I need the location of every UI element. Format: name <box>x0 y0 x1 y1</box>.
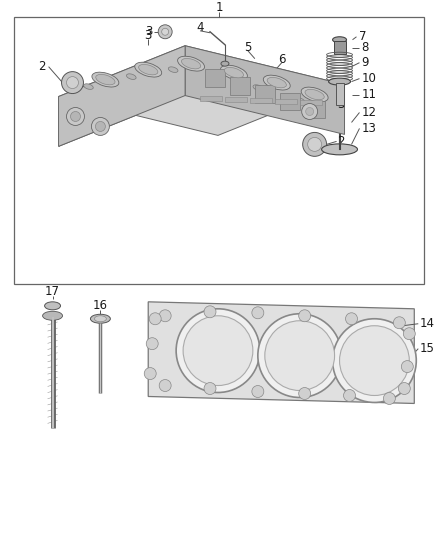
Bar <box>230 77 250 94</box>
Polygon shape <box>148 302 414 403</box>
Circle shape <box>307 138 321 151</box>
Circle shape <box>183 316 253 385</box>
Bar <box>255 85 275 102</box>
Text: 10: 10 <box>361 72 376 85</box>
Ellipse shape <box>90 314 110 323</box>
Ellipse shape <box>263 75 290 90</box>
Ellipse shape <box>42 311 63 320</box>
Ellipse shape <box>168 67 178 72</box>
Circle shape <box>383 392 396 405</box>
Ellipse shape <box>135 62 162 77</box>
Ellipse shape <box>328 78 350 85</box>
Text: 9: 9 <box>361 56 369 69</box>
Ellipse shape <box>96 75 115 85</box>
Text: 2: 2 <box>338 135 345 148</box>
Text: 14: 14 <box>419 317 434 330</box>
Ellipse shape <box>220 65 247 80</box>
Circle shape <box>159 379 171 392</box>
Bar <box>275 99 297 103</box>
Ellipse shape <box>84 84 93 90</box>
Ellipse shape <box>224 68 244 78</box>
Text: 6: 6 <box>278 53 286 66</box>
Circle shape <box>146 338 158 350</box>
Text: 4: 4 <box>196 21 204 34</box>
Circle shape <box>339 326 409 395</box>
Circle shape <box>204 383 216 394</box>
Ellipse shape <box>92 72 119 87</box>
Circle shape <box>67 77 78 88</box>
Circle shape <box>61 71 84 94</box>
Ellipse shape <box>305 90 324 100</box>
Ellipse shape <box>267 77 286 88</box>
Text: 3: 3 <box>145 25 152 38</box>
Circle shape <box>92 117 110 135</box>
Circle shape <box>299 310 311 322</box>
Circle shape <box>303 132 327 156</box>
Bar <box>334 41 346 54</box>
Ellipse shape <box>221 61 229 66</box>
Bar <box>336 83 343 104</box>
Circle shape <box>332 319 416 402</box>
Bar <box>14 17 424 284</box>
Circle shape <box>299 387 311 399</box>
Polygon shape <box>185 46 345 134</box>
Text: 13: 13 <box>361 122 376 135</box>
Circle shape <box>258 314 342 398</box>
Text: 3: 3 <box>338 98 345 111</box>
Circle shape <box>343 390 356 401</box>
Circle shape <box>403 328 415 340</box>
Text: 15: 15 <box>419 342 434 355</box>
Ellipse shape <box>321 144 357 155</box>
Circle shape <box>149 313 161 325</box>
Polygon shape <box>59 46 345 135</box>
Bar <box>250 98 272 102</box>
Text: 17: 17 <box>45 285 60 298</box>
Ellipse shape <box>253 85 263 91</box>
Text: 1: 1 <box>215 2 223 14</box>
Circle shape <box>401 361 413 373</box>
Circle shape <box>176 309 260 392</box>
Ellipse shape <box>181 59 201 69</box>
Bar <box>205 69 225 86</box>
Text: 16: 16 <box>93 300 108 312</box>
Circle shape <box>252 385 264 398</box>
Bar <box>305 101 325 118</box>
Bar <box>225 96 247 101</box>
Polygon shape <box>59 46 185 147</box>
Circle shape <box>162 28 169 35</box>
Circle shape <box>67 108 85 125</box>
Circle shape <box>346 313 357 325</box>
Text: 3: 3 <box>145 29 152 42</box>
Circle shape <box>265 321 335 391</box>
Text: 8: 8 <box>361 41 369 54</box>
Bar <box>300 100 321 104</box>
Ellipse shape <box>177 56 205 71</box>
Circle shape <box>393 317 405 329</box>
Bar <box>200 95 222 101</box>
Text: 2: 2 <box>39 60 46 73</box>
Ellipse shape <box>295 98 304 103</box>
Text: 11: 11 <box>361 88 377 101</box>
Circle shape <box>252 307 264 319</box>
Circle shape <box>159 310 171 322</box>
Ellipse shape <box>138 64 158 75</box>
Ellipse shape <box>211 75 221 80</box>
Ellipse shape <box>301 87 328 102</box>
Circle shape <box>306 108 314 116</box>
Bar <box>280 93 300 110</box>
Text: 12: 12 <box>361 106 377 119</box>
Text: 7: 7 <box>360 30 367 43</box>
Text: 5: 5 <box>244 41 251 54</box>
Circle shape <box>71 111 81 122</box>
Ellipse shape <box>95 316 106 322</box>
Ellipse shape <box>127 74 136 79</box>
Circle shape <box>302 103 318 119</box>
Ellipse shape <box>332 37 346 43</box>
Circle shape <box>144 368 156 379</box>
Circle shape <box>398 383 410 394</box>
Circle shape <box>158 25 172 39</box>
Circle shape <box>204 306 216 318</box>
Circle shape <box>95 122 106 132</box>
Ellipse shape <box>45 302 60 310</box>
